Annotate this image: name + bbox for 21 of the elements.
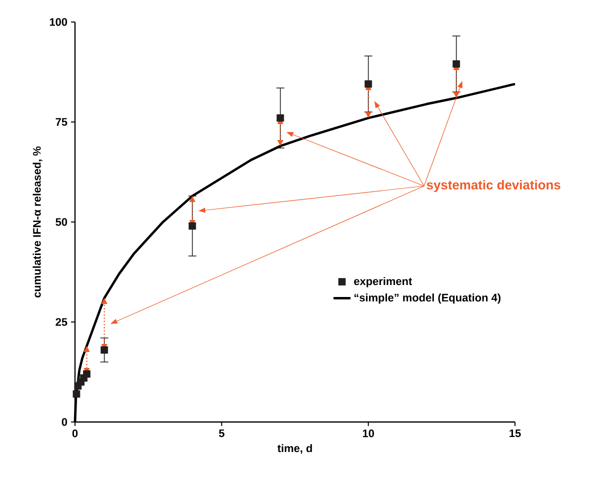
x-tick-label: 5 bbox=[218, 430, 224, 438]
y-tick-label: 75 bbox=[56, 118, 68, 126]
point bbox=[83, 370, 90, 378]
point bbox=[188, 222, 196, 230]
y-axis-title: cumulative IFN-α released, % bbox=[32, 146, 42, 298]
x-tick-label: 10 bbox=[362, 430, 374, 438]
x-tick-label: 0 bbox=[72, 430, 78, 438]
y-tick-label: 100 bbox=[50, 18, 68, 26]
x-axis-title: time, d bbox=[277, 444, 312, 454]
y-tick-label: 0 bbox=[62, 418, 68, 426]
point bbox=[364, 80, 372, 88]
point bbox=[72, 390, 80, 398]
x-tick-label: 15 bbox=[510, 430, 521, 438]
point bbox=[276, 114, 284, 122]
legend-label: experiment bbox=[354, 277, 412, 288]
annotation: systematic deviations bbox=[426, 180, 560, 192]
point bbox=[100, 346, 108, 354]
y-tick-label: 25 bbox=[56, 318, 68, 326]
point bbox=[452, 60, 460, 68]
y-tick-label: 50 bbox=[56, 218, 68, 226]
legend-label: “simple” model (Equation 4) bbox=[354, 293, 500, 304]
